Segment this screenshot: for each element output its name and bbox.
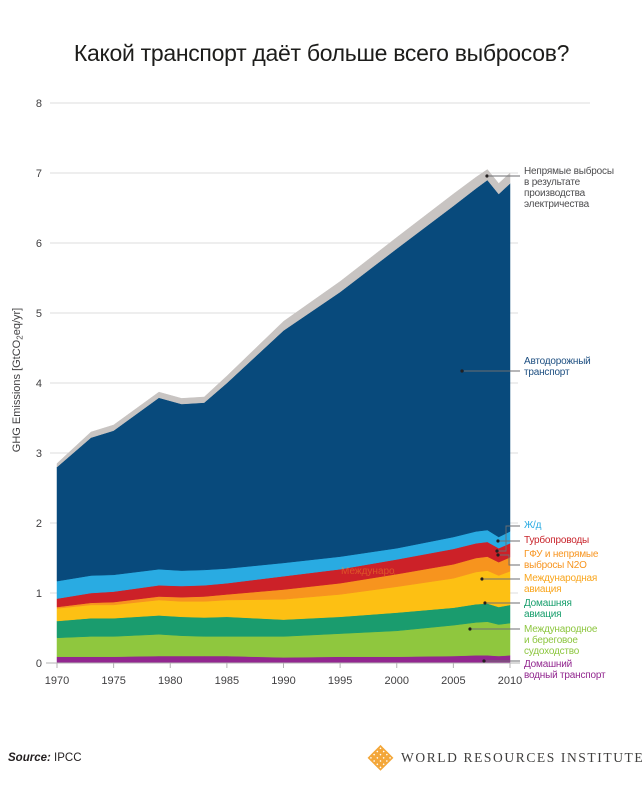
x-tick-label: 1970 xyxy=(45,675,69,687)
y-tick-label: 7 xyxy=(36,168,42,180)
leader-dot-road-transport xyxy=(460,369,464,373)
annotation-pipelines: Турбопроводы xyxy=(524,535,589,546)
annotation-rail: Ж/д xyxy=(524,520,542,531)
y-tick-label: 4 xyxy=(36,378,42,390)
x-tick-label: 1995 xyxy=(328,675,352,687)
x-tick-label: 1990 xyxy=(271,675,295,687)
y-tick-label: 2 xyxy=(36,518,42,530)
wri-logo-icon xyxy=(367,744,394,771)
leader-dot-domestic-aviation xyxy=(483,601,487,605)
y-tick-label: 1 xyxy=(36,588,42,600)
leader-line-hfc-n2o xyxy=(500,554,520,566)
annotation-international-aviation: Международная авиация xyxy=(524,573,598,595)
x-tick-label: 1980 xyxy=(158,675,182,687)
leader-dot-international-aviation xyxy=(480,577,484,581)
annotation-hfc-n2o: ГФУ и непрямые выбросы N2O xyxy=(524,549,599,571)
leader-dot-rail xyxy=(495,549,499,553)
wri-logo: WORLD RESOURCES INSTITUTE xyxy=(367,744,643,772)
wri-logo-text: WORLD RESOURCES INSTITUTE xyxy=(401,750,643,765)
y-tick-label: 8 xyxy=(36,98,42,110)
x-tick-label: 2005 xyxy=(441,675,465,687)
annotation-road-transport: Автодорожный транспорт xyxy=(524,356,591,378)
annotation-indirect-electricity: Непрямые выбросы в результате производства… xyxy=(524,166,614,210)
leader-dot-indirect-electricity xyxy=(485,174,489,178)
annotation-international-shipping: Международное и береговое судоходство xyxy=(524,624,598,657)
source-note: Source: IPCC xyxy=(8,752,82,764)
x-tick-label: 1975 xyxy=(101,675,125,687)
leader-dot-hfc-n2o xyxy=(496,553,500,557)
y-tick-label: 6 xyxy=(36,238,42,250)
page-title: Какой транспорт даёт больше всего выброс… xyxy=(73,40,570,66)
source-label: Source: xyxy=(8,752,51,764)
chart-watermark-text: Международная xyxy=(341,566,395,577)
y-tick-label: 0 xyxy=(36,658,42,670)
y-tick-label: 5 xyxy=(36,308,42,320)
area-layer-9 xyxy=(56,169,511,468)
annotation-domestic-aviation: Домашняя авиация xyxy=(524,598,572,620)
x-tick-label: 1985 xyxy=(215,675,239,687)
area-layer-8 xyxy=(56,179,511,582)
leader-dot-pipelines xyxy=(496,539,500,543)
wri-logo-icon-lattice xyxy=(367,744,394,771)
source-value: IPCC xyxy=(54,752,82,764)
annotation-domestic-waterborne: Домашний водный транспорт xyxy=(524,659,606,681)
y-tick-label: 3 xyxy=(36,448,42,460)
leader-line-rail xyxy=(498,525,520,552)
x-tick-label: 2010 xyxy=(498,675,522,687)
x-tick-label: 2000 xyxy=(385,675,409,687)
leader-dot-domestic-waterborne xyxy=(482,659,486,663)
leader-dot-international-shipping xyxy=(468,627,472,631)
y-axis-title: GHG Emissions [GtCO2eq/yr] xyxy=(11,308,25,452)
